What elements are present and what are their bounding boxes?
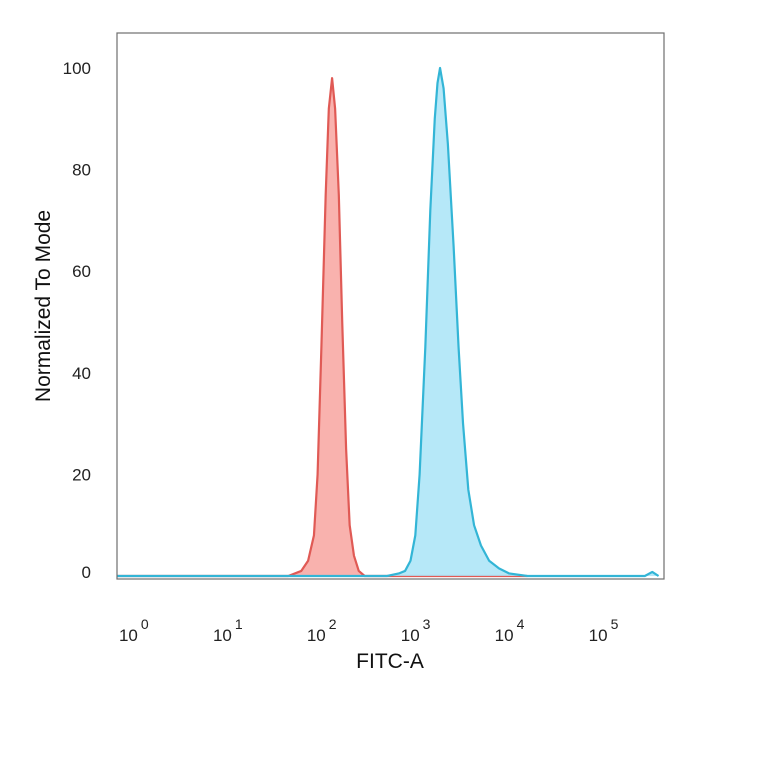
y-tick-label: 40 xyxy=(72,364,91,383)
y-tick-label: 20 xyxy=(72,465,91,484)
series-2-line xyxy=(117,66,660,578)
series-1-line xyxy=(117,77,528,578)
x-tick-label: 105 xyxy=(589,616,619,645)
x-axis-title: FITC-A xyxy=(356,650,424,673)
series-layer xyxy=(117,66,660,578)
x-tick-label: 102 xyxy=(307,616,337,645)
x-tick-label: 100 xyxy=(119,616,149,645)
plot-background xyxy=(117,33,664,579)
x-tick-label: 104 xyxy=(495,616,525,645)
plot-frame xyxy=(116,32,665,580)
y-tick-label: 100 xyxy=(63,59,91,78)
y-axis-title: Normalized To Mode xyxy=(32,210,55,402)
x-tick-label: 101 xyxy=(213,616,243,645)
y-tick-label: 0 xyxy=(82,563,91,582)
x-axis-ticks: 100 101 102 103 104 105 xyxy=(119,616,619,645)
y-axis-ticks: 0 20 40 60 80 100 xyxy=(63,59,91,582)
y-tick-label: 80 xyxy=(72,161,91,180)
x-tick-label: 103 xyxy=(401,616,431,645)
y-tick-label: 60 xyxy=(72,262,91,281)
